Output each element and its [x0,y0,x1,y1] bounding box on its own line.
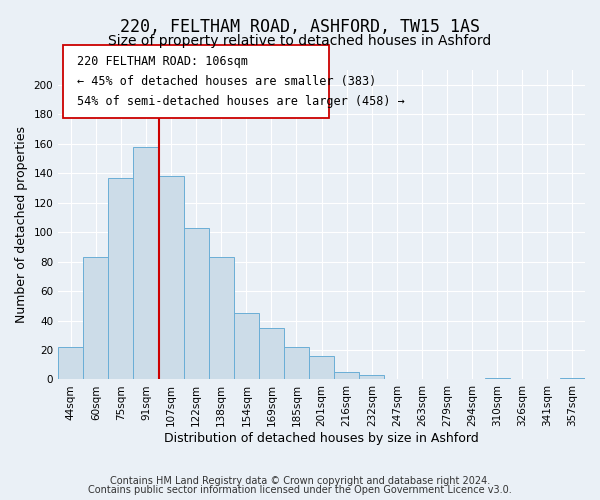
Bar [209,257,234,380]
FancyBboxPatch shape [64,45,329,118]
Bar [234,313,259,380]
Bar [184,228,209,380]
Bar [133,146,158,380]
Y-axis label: Number of detached properties: Number of detached properties [15,126,28,323]
X-axis label: Distribution of detached houses by size in Ashford: Distribution of detached houses by size … [164,432,479,445]
Bar [309,356,334,380]
Bar [158,176,184,380]
Text: Contains public sector information licensed under the Open Government Licence v3: Contains public sector information licen… [88,485,512,495]
Text: Size of property relative to detached houses in Ashford: Size of property relative to detached ho… [109,34,491,48]
Text: 220, FELTHAM ROAD, ASHFORD, TW15 1AS: 220, FELTHAM ROAD, ASHFORD, TW15 1AS [120,18,480,36]
Bar [334,372,359,380]
Text: 54% of semi-detached houses are larger (458) →: 54% of semi-detached houses are larger (… [77,96,404,108]
Bar [109,178,133,380]
Bar [58,347,83,380]
Bar [485,378,510,380]
Bar [560,378,585,380]
Bar [259,328,284,380]
Text: Contains HM Land Registry data © Crown copyright and database right 2024.: Contains HM Land Registry data © Crown c… [110,476,490,486]
Text: 220 FELTHAM ROAD: 106sqm: 220 FELTHAM ROAD: 106sqm [77,54,248,68]
Bar [284,347,309,380]
Text: ← 45% of detached houses are smaller (383): ← 45% of detached houses are smaller (38… [77,75,376,88]
Bar [359,375,385,380]
Bar [83,257,109,380]
